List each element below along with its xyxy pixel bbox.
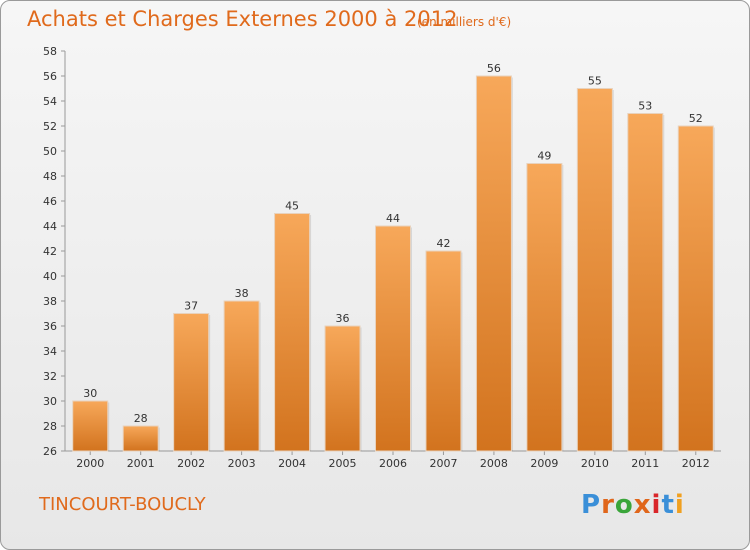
logo-letter: t xyxy=(661,490,675,520)
x-axis: 2000 2001 2002 2003 2004 2005 2006 2007 2008 2009… xyxy=(65,450,721,470)
bar-value-label: 53 xyxy=(638,100,652,113)
y-tick-label: 44 xyxy=(43,220,57,233)
y-tick-label: 50 xyxy=(43,145,57,158)
y-tick-label: 28 xyxy=(43,420,57,433)
y-tick-label: 40 xyxy=(43,270,57,283)
y-tick-label: 56 xyxy=(43,70,57,83)
bar-value-label: 28 xyxy=(134,412,148,425)
bar xyxy=(223,300,260,452)
bar xyxy=(173,313,210,452)
x-tick-label: 2007 xyxy=(429,457,457,470)
bar-value-label: 49 xyxy=(537,150,551,163)
bar xyxy=(576,88,613,452)
y-tick-label: 58 xyxy=(43,45,57,58)
y-tick-label: 36 xyxy=(43,320,57,333)
x-tick-label: 2002 xyxy=(177,457,205,470)
y-tick-label: 52 xyxy=(43,120,57,133)
bar xyxy=(425,250,462,452)
y-tick-label: 26 xyxy=(43,445,57,458)
place-name: TINCOURT-BOUCLY xyxy=(39,494,206,515)
x-tick-label: 2001 xyxy=(127,457,155,470)
logo-letter: o xyxy=(614,490,634,520)
x-tick-label: 2010 xyxy=(581,457,609,470)
y-tick-label: 34 xyxy=(43,345,57,358)
bar-value-label: 30 xyxy=(83,387,97,400)
chart-subtitle: (en milliers d'€) xyxy=(417,15,512,29)
bar xyxy=(72,400,109,452)
x-tick-label: 2008 xyxy=(480,457,508,470)
bar-value-label: 36 xyxy=(336,312,350,325)
y-tick-label: 30 xyxy=(43,395,57,408)
bar xyxy=(122,425,159,452)
bar xyxy=(677,125,714,452)
bar-value-label: 55 xyxy=(588,75,602,88)
logo-letter: r xyxy=(601,490,615,520)
logo-letter: x xyxy=(633,490,652,520)
bar xyxy=(375,225,411,452)
bar-value-label: 42 xyxy=(436,237,450,250)
logo-letter: i xyxy=(674,490,685,520)
bar-value-label: 45 xyxy=(285,200,299,213)
x-tick-label: 2006 xyxy=(379,457,407,470)
x-tick-label: 2009 xyxy=(530,457,558,470)
bar xyxy=(526,163,563,452)
bar xyxy=(324,325,361,452)
bar xyxy=(274,213,311,452)
bars xyxy=(72,75,715,452)
bar-value-label: 37 xyxy=(184,300,198,313)
y-tick-label: 38 xyxy=(43,295,57,308)
y-tick-label: 42 xyxy=(43,245,57,258)
y-axis: 26 28 30 32 34 36 38 40 42 44 46 48 50 52 54 56 58 xyxy=(43,45,66,458)
bar-value-label: 52 xyxy=(689,112,703,125)
value-labels: 30 28 37 38 45 36 44 42 56 49 55 53 52 xyxy=(83,62,703,425)
y-tick-label: 46 xyxy=(43,195,57,208)
proxiti-logo[interactable]: Proxiti xyxy=(581,490,685,520)
x-tick-label: 2005 xyxy=(329,457,357,470)
bar-value-label: 44 xyxy=(386,212,400,225)
bar xyxy=(627,113,664,452)
x-tick-label: 2004 xyxy=(278,457,306,470)
x-tick-label: 2011 xyxy=(631,457,659,470)
x-tick-label: 2003 xyxy=(228,457,256,470)
chart-title: Achats et Charges Externes 2000 à 2012 xyxy=(27,7,458,31)
y-tick-label: 48 xyxy=(43,170,57,183)
bar-value-label: 38 xyxy=(235,287,249,300)
bar-value-label: 56 xyxy=(487,62,501,75)
x-tick-label: 2012 xyxy=(682,457,710,470)
y-tick-label: 54 xyxy=(43,95,57,108)
logo-letter: i xyxy=(651,490,662,520)
bar xyxy=(475,75,512,452)
logo-letter: P xyxy=(581,490,602,520)
y-tick-label: 32 xyxy=(43,370,57,383)
x-tick-label: 2000 xyxy=(76,457,104,470)
